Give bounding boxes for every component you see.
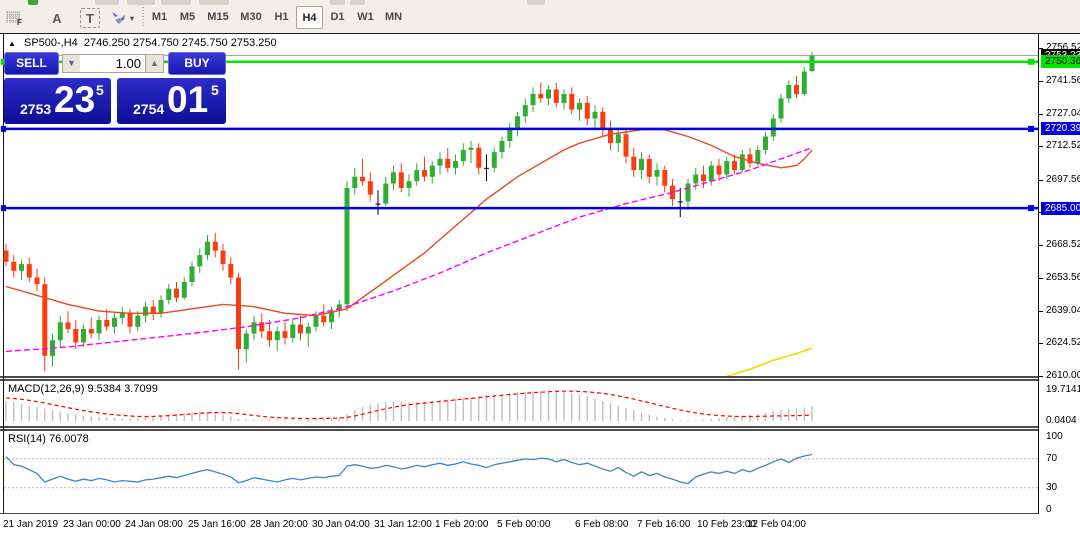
font-a-icon[interactable]: A — [52, 10, 62, 26]
rsi-axis-label: 30 — [1046, 481, 1058, 493]
arrow-styles-icon[interactable] — [108, 7, 130, 29]
price-badge-blue: 2720.393 — [1041, 122, 1080, 136]
ask-price-pips: 01 — [167, 79, 209, 120]
bid-price-tile[interactable]: 2753 23 5 — [4, 78, 111, 124]
time-label: 24 Jan 08:00 — [125, 519, 183, 530]
rsi-label: RSI(14) 76.0078 — [8, 433, 89, 445]
clipped-icon — [95, 0, 119, 5]
price-tick-label: 2653.560 — [1046, 272, 1080, 284]
time-label: 21 Jan 2019 — [3, 519, 59, 530]
ask-price-fraction: 5 — [211, 82, 219, 98]
price-tick-label: 2727.040 — [1046, 107, 1080, 119]
price-tick-mark — [1039, 48, 1043, 49]
price-tick-label: 2741.560 — [1046, 75, 1080, 87]
time-label: 6 Feb 08:00 — [575, 519, 629, 530]
bid-price-major: 2753 — [20, 101, 52, 117]
price-tick-mark — [1039, 114, 1043, 115]
buy-button[interactable]: BUY — [168, 52, 226, 75]
time-label: 25 Jan 16:00 — [188, 519, 246, 530]
one-click-trading-panel: SELL ▼ 1.00 ▲ BUY 2753 23 5 2754 01 5 — [4, 52, 226, 124]
clipped-icon — [330, 0, 345, 5]
time-label: 10 Feb 23:00 — [697, 519, 756, 530]
volume-input[interactable]: 1.00 — [80, 54, 146, 73]
price-tick-label: 2712.520 — [1046, 140, 1080, 152]
price-tick-label: 2624.520 — [1046, 337, 1080, 349]
macd-axis-label: 0.0404 — [1046, 414, 1077, 426]
macd-axis-label: 19.7141 — [1046, 384, 1080, 396]
time-label: 5 Feb 00:00 — [497, 519, 551, 530]
timeframe-button-m1[interactable]: M1 — [151, 11, 168, 23]
price-tick-label: 2756.520 — [1046, 42, 1080, 53]
time-label: 31 Jan 12:00 — [374, 519, 432, 530]
time-axis[interactable]: 21 Jan 2019 23 Jan 00:00 24 Jan 08:00 25 Ja… — [0, 514, 1080, 537]
price-tick-label: 2697.560 — [1046, 173, 1080, 185]
volume-increase-button[interactable]: ▲ — [145, 54, 164, 73]
time-label: 23 Jan 00:00 — [63, 519, 121, 530]
price-tick-mark — [1039, 245, 1043, 246]
window-left-border — [3, 34, 4, 514]
macd-label: MACD(12,26,9) 9.5384 3.7099 — [8, 383, 158, 395]
timeframe-button-m15[interactable]: M15 — [207, 11, 229, 23]
timeframe-button-h1[interactable]: H1 — [274, 11, 289, 23]
price-tick-label: 2610.000 — [1046, 370, 1080, 381]
price-tick-mark — [1039, 81, 1043, 82]
timeframe-button-mn[interactable]: MN — [384, 11, 403, 23]
chevron-down-icon[interactable]: ▾ — [129, 13, 134, 23]
sell-button[interactable]: SELL — [4, 52, 59, 75]
timeframe-button-m30[interactable]: M30 — [240, 11, 262, 23]
ask-price-tile[interactable]: 2754 01 5 — [117, 78, 226, 124]
chart-title: ▲ SP500-,H4 2746.250 2754.750 2745.750 2… — [8, 37, 277, 49]
svg-text:F: F — [17, 18, 22, 26]
time-label: 7 Feb 16:00 — [637, 519, 691, 530]
one-click-order-row: SELL ▼ 1.00 ▲ BUY — [4, 52, 226, 77]
price-tick-mark — [1039, 376, 1043, 377]
grid-f-icon[interactable]: F — [4, 7, 26, 29]
price-tick-mark — [1039, 180, 1043, 181]
clipped-icon — [350, 0, 365, 5]
timeframe-button-w1[interactable]: W1 — [357, 11, 374, 23]
price-tick-mark — [1039, 278, 1043, 279]
text-label-icon[interactable]: T — [80, 8, 100, 28]
clipped-icon — [127, 0, 155, 5]
time-label: 12 Feb 04:00 — [747, 519, 806, 530]
chart-symbol-timeframe: SP500-,H4 — [23, 37, 78, 49]
time-label: 30 Jan 04:00 — [312, 519, 370, 530]
clipped-icon — [28, 0, 38, 5]
price-tick-mark — [1039, 311, 1043, 312]
volume-decrease-button[interactable]: ▼ — [62, 54, 81, 73]
timeframe-button-h4[interactable]: H4 — [296, 6, 323, 29]
rsi-axis-label: 70 — [1046, 452, 1058, 464]
clipped-icon — [527, 0, 545, 5]
chart-ohlc-values: 2746.250 2754.750 2745.750 2753.250 — [83, 37, 277, 49]
price-badge-blue: 2685.000 — [1041, 201, 1080, 215]
clipped-icon — [161, 0, 191, 5]
price-tick-label: 2668.520 — [1046, 238, 1080, 250]
price-badge-green: 2750.368 — [1041, 55, 1080, 69]
chart-window[interactable]: ▲ SP500-,H4 2746.250 2754.750 2745.750 2… — [0, 34, 1080, 537]
price-axis[interactable]: 2756.520 2741.560 2727.040 2712.520 2697.560… — [1038, 34, 1080, 515]
price-tick-mark — [1039, 343, 1043, 344]
ask-price-major: 2754 — [133, 101, 165, 117]
price-tick-label: 2639.040 — [1046, 304, 1080, 316]
bid-price-fraction: 5 — [96, 82, 104, 98]
rsi-axis-label: 0 — [1046, 503, 1052, 515]
timeframe-button-d1[interactable]: D1 — [330, 11, 345, 23]
time-label: 28 Jan 20:00 — [250, 519, 308, 530]
price-tick-mark — [1039, 146, 1043, 147]
rsi-axis-label: 100 — [1046, 431, 1063, 443]
bid-price-pips: 23 — [54, 79, 96, 120]
timeframe-button-m5[interactable]: M5 — [179, 11, 196, 23]
toolbar-grip[interactable] — [141, 7, 145, 28]
one-click-collapse-icon[interactable]: ▲ — [8, 39, 16, 48]
toolbar: F A T ▾ M1 M5 M15 M30 H1 H4 D1 W1 MN — [0, 0, 1080, 34]
clipped-icon — [199, 0, 229, 5]
time-label: 1 Feb 20:00 — [435, 519, 489, 530]
